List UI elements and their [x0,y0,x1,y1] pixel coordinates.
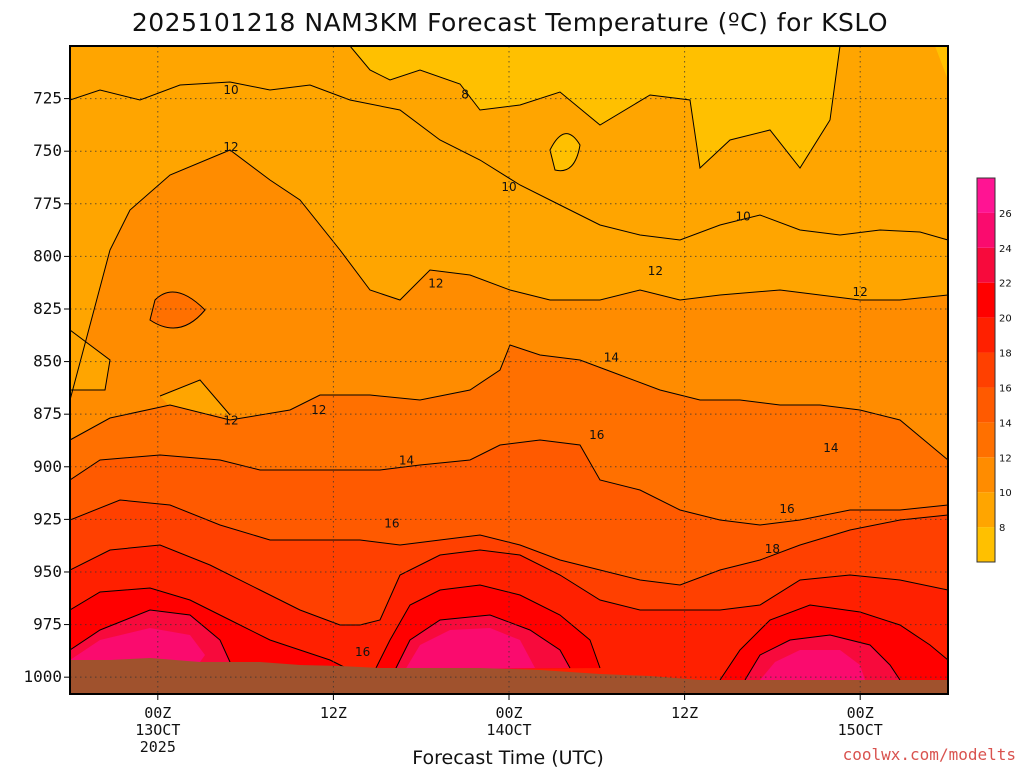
contour-label: 16 [355,645,370,659]
temp-band-12-pocket [70,330,110,390]
x-tick-label: 12Z [320,704,347,722]
y-tick-label: 775 [33,194,62,213]
colorbar-label: 22 [999,279,1012,290]
y-tick-label: 975 [33,615,62,634]
plot-area: 8 10 10 10 12 12 12 12 12 12 14 14 14 16 16 16 16 18 [70,46,948,694]
contour-label: 12 [311,403,326,417]
colorbar-swatch [977,247,995,283]
x-tick-label: 13OCT [135,721,180,739]
contour-label: 12 [853,285,868,299]
colorbar-swatch [977,178,995,213]
colorbar-label: 14 [999,418,1012,429]
colorbar-swatch [977,527,995,562]
colorbar-swatch [977,422,995,458]
x-axis-label: Forecast Time (UTC) [412,747,603,768]
temp-band-26 [70,628,205,665]
colorbar-swatch [977,387,995,423]
contour-label: 16 [589,428,604,442]
temp-band-26-mid [405,628,535,670]
x-tick-label: 14OCT [486,721,531,739]
contour-label: 10 [501,180,516,194]
y-tick-label: 850 [33,352,62,371]
y-tick-label: 825 [33,299,62,318]
contour-label: 8 [461,87,469,101]
y-tick-label: 925 [33,509,62,528]
x-tick-label: 2025 [140,738,176,756]
chart-title: 2025101218 NAM3KM Forecast Temperature (… [132,8,888,37]
x-tick-label: 00Z [144,704,171,722]
contour-lines [70,46,948,681]
y-axis: 725 750 775 800 825 850 875 900 925 950 975 1000 [23,89,70,686]
contour-labels: 8 10 10 10 12 12 12 12 12 12 14 14 14 16 16 16 16 18 [223,83,868,659]
colorbar-label: 26 [999,209,1012,220]
colorbar-label: 20 [999,314,1012,325]
colorbar-swatch [977,352,995,388]
contour-label: 14 [823,441,838,455]
colorbar-frame [976,177,996,563]
y-tick-label: 750 [33,141,62,160]
contour-label: 18 [765,542,780,556]
temp-band-8-pocket [550,133,580,171]
source-credit: coolwx.com/modelts [843,745,1016,764]
y-tick-label: 725 [33,89,62,108]
colorbar-swatch [977,282,995,318]
colorbar: 26 24 22 20 18 16 14 12 10 8 [976,177,1012,563]
contour-label: 16 [384,517,399,531]
colorbar-label: 24 [999,244,1012,255]
temp-band-14-pocket [150,292,205,328]
colorbar-swatch [977,212,995,248]
temp-band-8-right [935,46,948,80]
colorbar-label: 8 [999,523,1005,534]
colorbar-swatch [977,317,995,353]
y-tick-label: 800 [33,246,62,265]
colorbar-label: 10 [999,488,1012,499]
temp-band-26-right [760,650,865,680]
contour-label: 12 [648,264,663,278]
x-tick-label: 00Z [495,704,522,722]
contour-label: 10 [735,209,750,223]
colorbar-swatch [977,492,995,528]
contour-label: 14 [399,453,414,467]
y-tick-label: 1000 [23,667,62,686]
x-tick-label: 00Z [847,704,874,722]
colorbar-label: 16 [999,383,1012,394]
contour-label: 12 [223,140,238,154]
contour-label: 12 [428,277,443,291]
colorbar-label: 18 [999,349,1012,360]
x-tick-label: 15OCT [838,721,883,739]
colorbar-label: 12 [999,453,1012,464]
y-tick-label: 900 [33,457,62,476]
contour-label: 10 [223,83,238,97]
temp-band-12-pocket-2 [160,380,230,415]
y-tick-label: 875 [33,404,62,423]
colorbar-swatch [977,457,995,493]
temp-band-8 [350,46,840,168]
grid-lines [70,46,948,694]
contour-label: 12 [223,413,238,427]
contour-label: 16 [779,502,794,516]
contour-label: 14 [604,350,619,364]
x-tick-label: 12Z [671,704,698,722]
y-tick-label: 950 [33,562,62,581]
